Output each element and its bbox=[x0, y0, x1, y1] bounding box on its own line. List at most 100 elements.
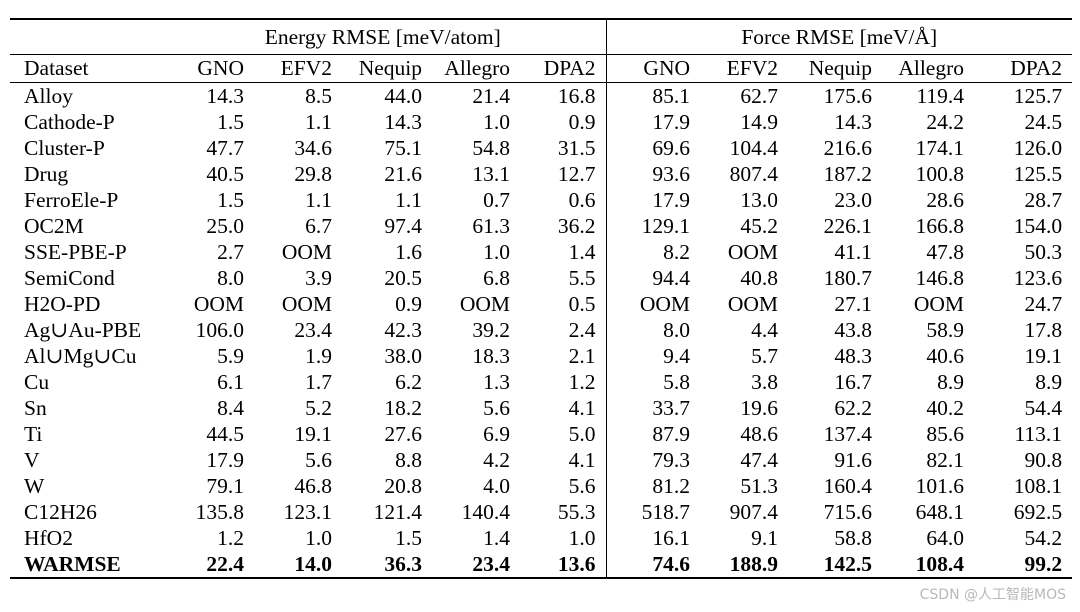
value-cell: 22.4 bbox=[206, 552, 244, 576]
dataset-cell: Cathode-P bbox=[24, 110, 115, 134]
value-cell: 648.1 bbox=[915, 500, 965, 524]
value-cell: 0.9 bbox=[520, 109, 607, 135]
value-cell: 85.6 bbox=[926, 422, 965, 446]
table-row: HfO2 1.2 1.0 1.5 1.4 1.0 16.1 9.1 58.8 64.0 54.2 bbox=[10, 525, 1072, 551]
value-cell: 14.3 bbox=[834, 110, 873, 134]
value-cell: 125.7 bbox=[974, 82, 1073, 109]
value-cell: 34.6 bbox=[294, 136, 332, 160]
value-cell: 17.9 bbox=[652, 110, 691, 134]
value-cell: 44.5 bbox=[206, 422, 244, 446]
dataset-cell: Al∪Mg∪Cu bbox=[24, 344, 137, 368]
value-cell: 19.1 bbox=[294, 422, 332, 446]
value-cell: 50.3 bbox=[1024, 240, 1063, 264]
dataset-cell: V bbox=[24, 448, 40, 472]
value-cell: 6.7 bbox=[305, 214, 332, 238]
value-cell: 79.3 bbox=[652, 448, 691, 472]
value-cell: 24.7 bbox=[1024, 292, 1063, 316]
value-cell: 19.1 bbox=[1024, 344, 1063, 368]
value-cell: 1.5 bbox=[217, 110, 244, 134]
value-cell: 5.8 bbox=[663, 370, 691, 394]
value-cell: 2.1 bbox=[520, 343, 607, 369]
value-cell: 58.8 bbox=[834, 526, 873, 550]
table-row: Cathode-P 1.5 1.1 14.3 1.0 0.9 17.9 14.9 14.3 24.… bbox=[10, 109, 1072, 135]
value-cell: 8.0 bbox=[663, 318, 691, 342]
value-cell: 4.4 bbox=[751, 318, 779, 342]
value-cell: 907.4 bbox=[729, 500, 779, 524]
dataset-cell: FerroEle-P bbox=[24, 188, 119, 212]
group-header-row: Energy RMSE [meV/atom] Force RMSE [meV/Å… bbox=[10, 20, 1072, 55]
table-row: OC2M 25.0 6.7 97.4 61.3 36.2 129.1 45.2 226.1 166… bbox=[10, 213, 1072, 239]
value-cell: 23.4 bbox=[472, 552, 510, 576]
value-cell: 166.8 bbox=[915, 214, 965, 238]
table-row: Al∪Mg∪Cu 5.9 1.9 38.0 18.3 2.1 9.4 5.7 48.3 40.6 1… bbox=[10, 343, 1072, 369]
column-header: DPA2 bbox=[974, 54, 1073, 83]
value-cell: 8.4 bbox=[217, 396, 244, 420]
column-header: Nequip bbox=[788, 54, 883, 83]
value-cell: 64.0 bbox=[926, 526, 965, 550]
value-cell: 75.1 bbox=[384, 136, 422, 160]
value-cell: 106.0 bbox=[195, 318, 244, 342]
table-row: Cluster-P 47.7 34.6 75.1 54.8 31.5 69.6 104.4 21… bbox=[10, 135, 1072, 161]
dataset-cell: WARMSE bbox=[24, 552, 121, 576]
table-row: Ti 44.5 19.1 27.6 6.9 5.0 87.9 48.6 137.4 85.6 113… bbox=[10, 421, 1072, 447]
column-header: GNO bbox=[160, 54, 254, 83]
value-cell: 43.8 bbox=[834, 318, 873, 342]
dataset-cell: C12H26 bbox=[24, 500, 97, 524]
value-cell: 62.2 bbox=[834, 396, 873, 420]
value-cell: 74.6 bbox=[652, 552, 691, 576]
value-cell: 17.9 bbox=[206, 448, 244, 472]
value-cell: 27.1 bbox=[834, 292, 873, 316]
value-cell: 129.1 bbox=[641, 214, 691, 238]
table-row: Ag∪Au-PBE 106.0 23.4 42.3 39.2 2.4 8.0 4.4 43.8 5… bbox=[10, 317, 1072, 343]
value-cell: 38.0 bbox=[384, 344, 422, 368]
dataset-cell: HfO2 bbox=[24, 526, 73, 550]
value-cell: 48.3 bbox=[834, 344, 873, 368]
dataset-cell: Sn bbox=[24, 396, 47, 420]
value-cell: 25.0 bbox=[206, 214, 244, 238]
value-cell: 9.1 bbox=[751, 526, 779, 550]
value-cell: 1.0 bbox=[520, 525, 607, 551]
value-cell: 14.9 bbox=[740, 110, 779, 134]
value-cell: 40.8 bbox=[740, 266, 779, 290]
value-cell: 8.9 bbox=[937, 370, 965, 394]
value-cell: 104.4 bbox=[729, 136, 779, 160]
value-cell: 24.5 bbox=[1024, 110, 1063, 134]
value-cell: 1.2 bbox=[520, 369, 607, 395]
value-cell: 18.3 bbox=[472, 344, 510, 368]
column-header: GNO bbox=[606, 54, 701, 83]
value-cell: 93.6 bbox=[652, 162, 691, 186]
value-cell: 146.8 bbox=[915, 266, 965, 290]
value-cell: 108.1 bbox=[1013, 474, 1063, 498]
value-cell: 36.3 bbox=[384, 552, 422, 576]
value-cell: 154.0 bbox=[1013, 214, 1063, 238]
dataset-cell: Cluster-P bbox=[24, 136, 105, 160]
value-cell: 0.7 bbox=[483, 188, 510, 212]
value-cell: 0.9 bbox=[395, 292, 422, 316]
dataset-cell: Alloy bbox=[10, 82, 160, 109]
value-cell: 188.9 bbox=[729, 552, 779, 576]
value-cell: 40.5 bbox=[206, 162, 244, 186]
value-cell: 97.4 bbox=[384, 214, 422, 238]
value-cell: 101.6 bbox=[915, 474, 965, 498]
value-cell: 6.8 bbox=[483, 266, 510, 290]
dataset-cell: Cu bbox=[24, 370, 50, 394]
value-cell: 0.6 bbox=[520, 187, 607, 213]
value-cell: 1.6 bbox=[395, 240, 422, 264]
value-cell: 17.9 bbox=[652, 188, 691, 212]
value-cell: OOM bbox=[727, 292, 779, 316]
value-cell: 123.6 bbox=[1013, 266, 1063, 290]
value-cell: OOM bbox=[281, 240, 332, 264]
value-cell: 1.2 bbox=[217, 526, 244, 550]
value-cell: 20.5 bbox=[384, 266, 422, 290]
value-cell: 47.7 bbox=[206, 136, 244, 160]
table-row: SemiCond 8.0 3.9 20.5 6.8 5.5 94.4 40.8 180.7 146… bbox=[10, 265, 1072, 291]
top-rule bbox=[10, 18, 1072, 20]
value-cell: 69.6 bbox=[652, 136, 691, 160]
value-cell: 33.7 bbox=[652, 396, 691, 420]
value-cell: OOM bbox=[639, 292, 691, 316]
value-cell: 4.0 bbox=[483, 474, 510, 498]
column-header: Allegro bbox=[882, 54, 975, 83]
value-cell: 1.1 bbox=[395, 188, 422, 212]
value-cell: 4.1 bbox=[520, 447, 607, 473]
value-cell: 1.3 bbox=[483, 370, 510, 394]
